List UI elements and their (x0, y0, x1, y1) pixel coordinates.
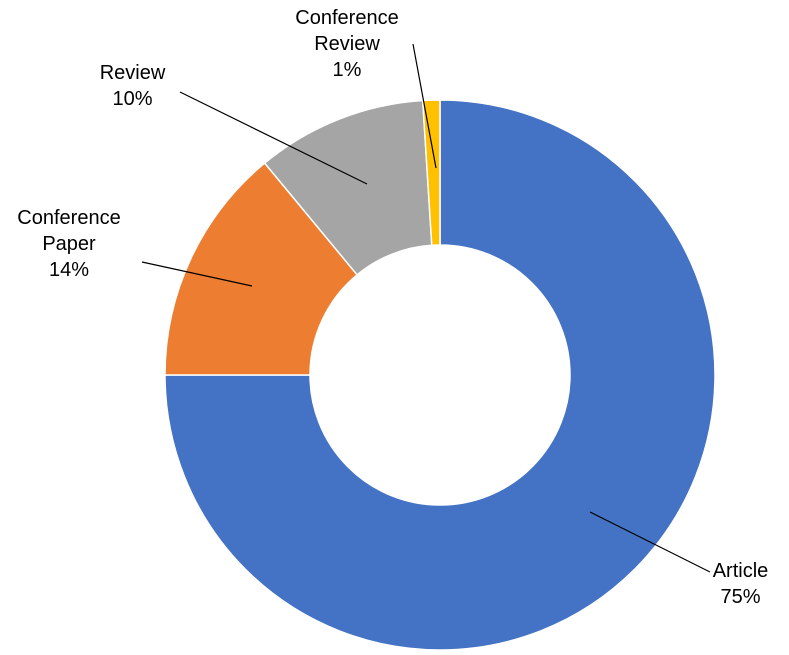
pie-slice-article (164, 99, 716, 651)
label-article: Article 75% (692, 558, 789, 610)
label-conference-paper: Conference Paper 14% (0, 205, 138, 283)
label-conference-review: Conference Review 1% (268, 5, 426, 83)
label-review: Review 10% (60, 60, 205, 112)
pie-slice-conference-review (421, 99, 441, 247)
label-conference-paper-name: Conference Paper (17, 207, 121, 255)
label-conference-review-value: 1% (332, 59, 362, 81)
label-article-value: 75% (720, 586, 761, 608)
label-conference-paper-value: 14% (48, 259, 90, 281)
callout-line-article (589, 511, 711, 573)
callout-line-conference-paper (141, 261, 253, 287)
label-review-value: 10% (112, 88, 153, 110)
label-conference-review-name: Conference Review (295, 7, 399, 55)
label-review-name: Review (99, 62, 166, 84)
callout-line-conference-review (412, 43, 437, 169)
callout-lines (141, 43, 711, 573)
callout-line-review (179, 91, 368, 185)
pie-slice-conference-paper (164, 162, 358, 376)
label-article-name: Article (712, 560, 769, 582)
pie-slices (164, 99, 716, 651)
